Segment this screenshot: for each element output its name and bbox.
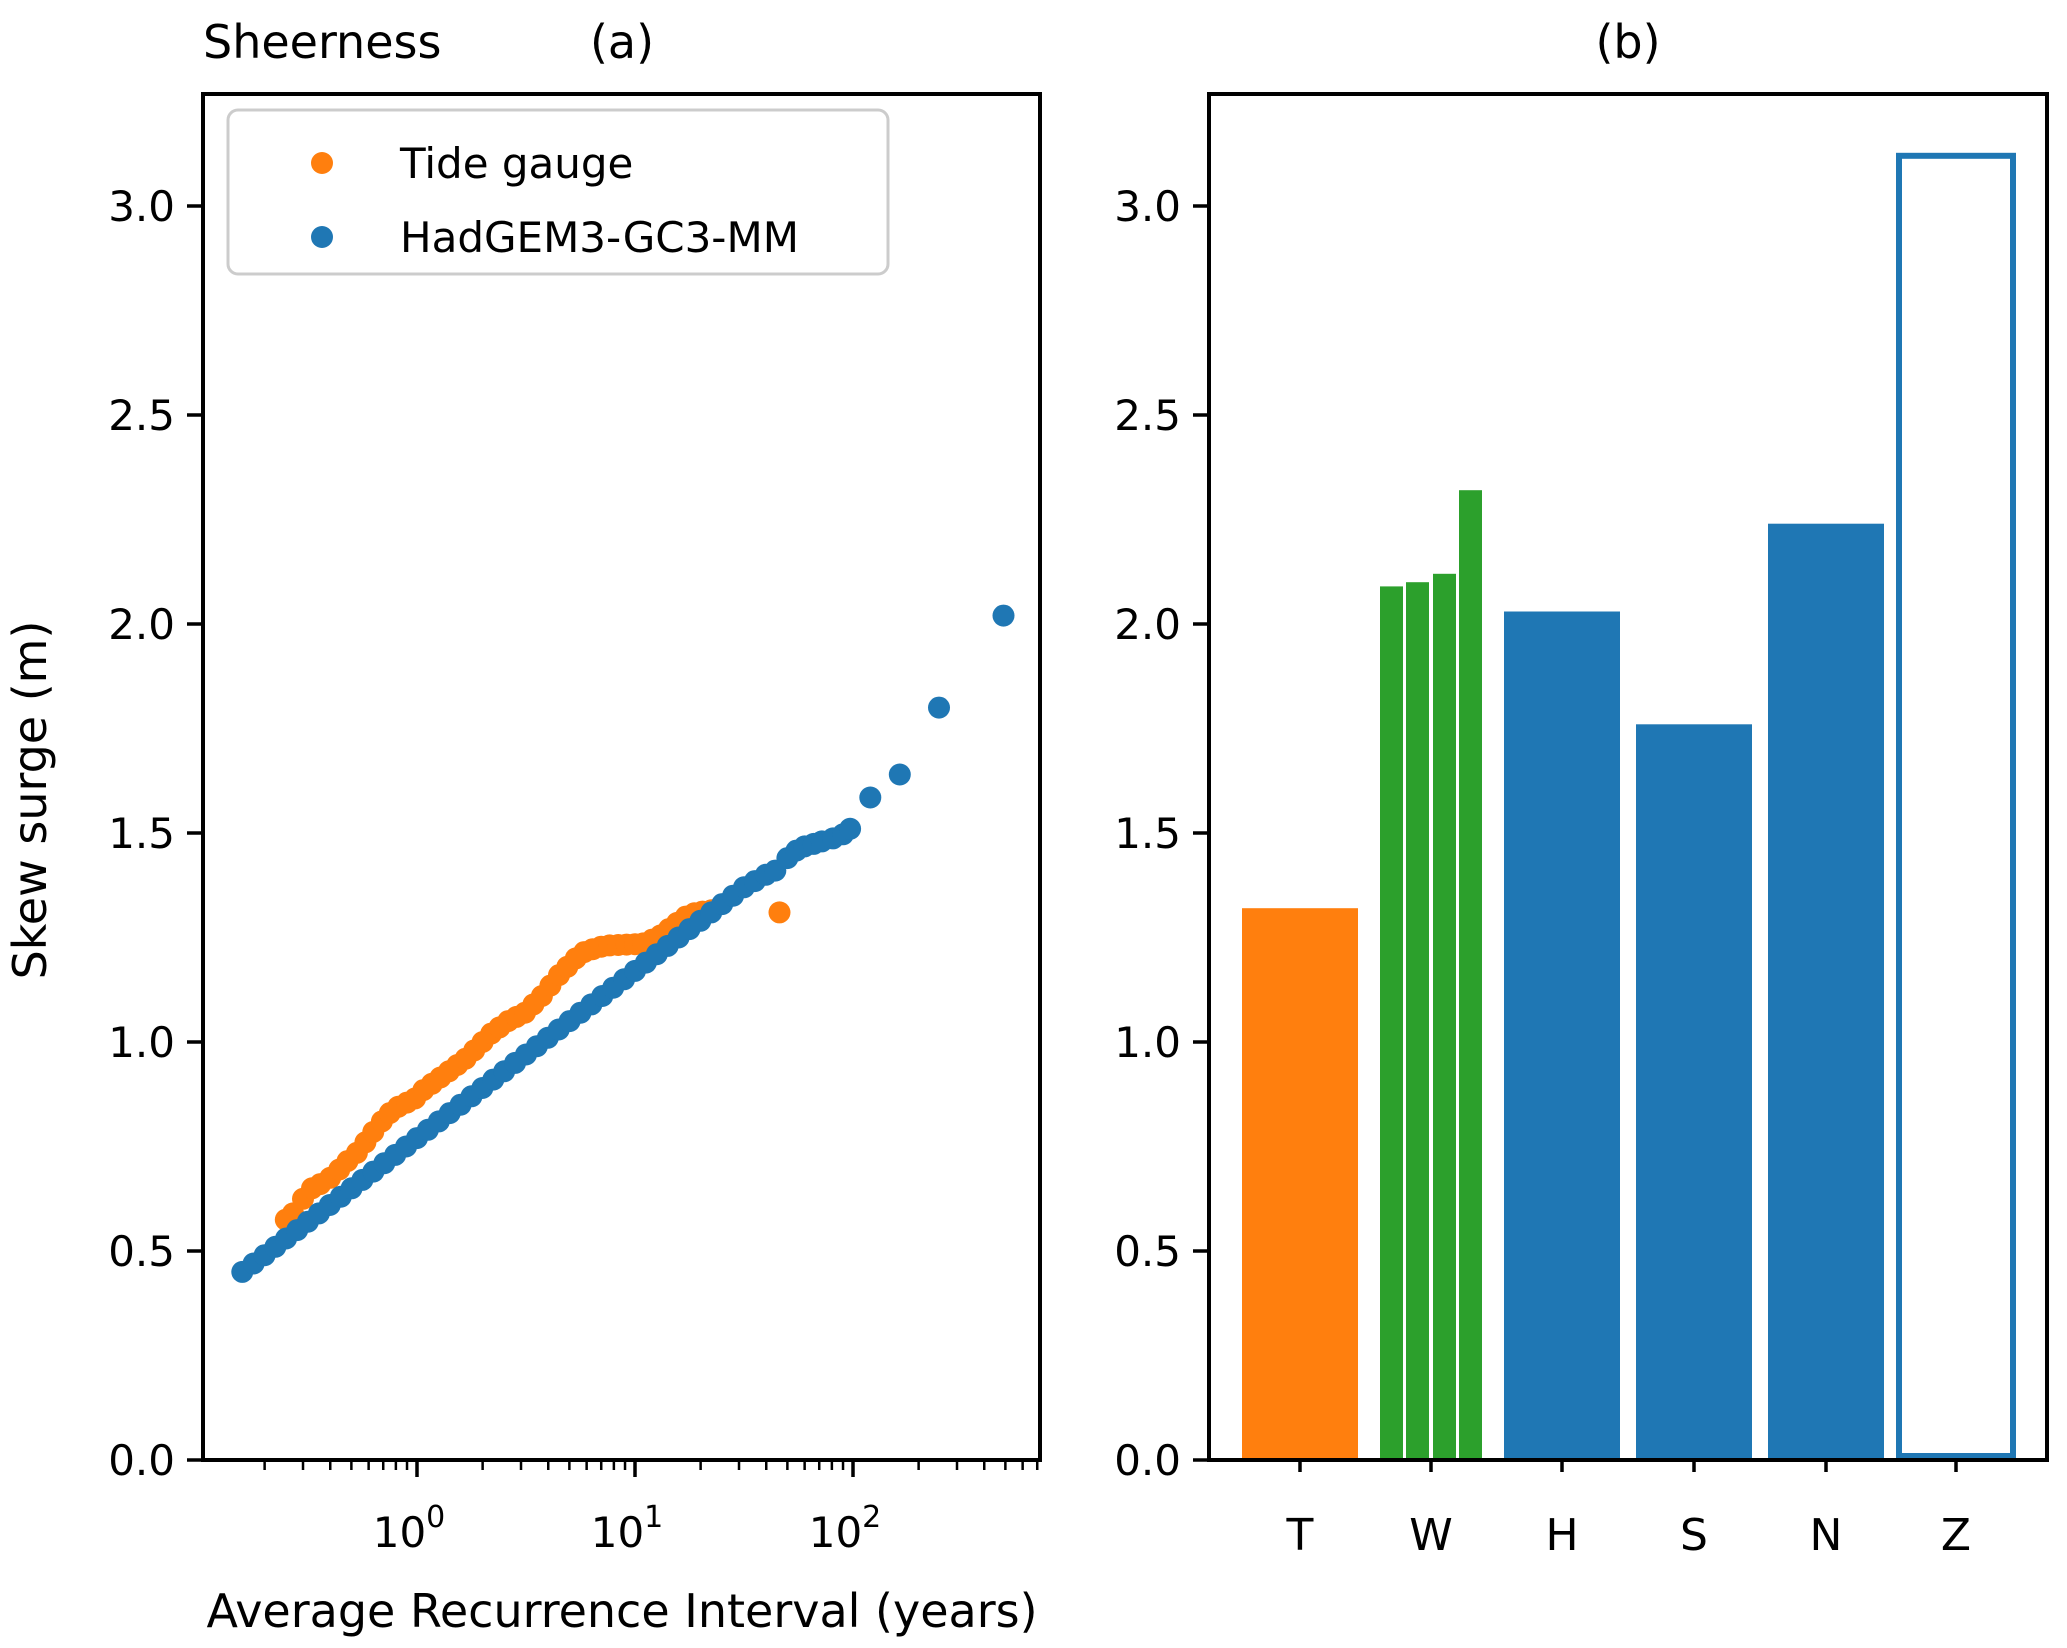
bar-S [1636, 724, 1752, 1460]
bar-W-2 [1406, 582, 1429, 1460]
y-tick-label: 2.5 [108, 391, 175, 440]
panel-b-tick-labels: 0.0 0.5 1.0 1.5 2.0 2.5 3.0 T W H S N Z [1114, 182, 1971, 1561]
y-tick-label: 2.0 [108, 600, 175, 649]
y-tick-label: 2.5 [1114, 391, 1181, 440]
bar-N [1768, 523, 1884, 1460]
panel-a-frame [201, 92, 1042, 1462]
legend-box [226, 108, 890, 276]
y-tick-label: 0.0 [1114, 1436, 1181, 1485]
bar-W-4 [1459, 490, 1482, 1460]
y-tick-label: 0.5 [108, 1227, 175, 1276]
panel-a: 0.0 0.5 1.0 1.5 2.0 2.5 3.0 100 101 102 Sheerness… [3, 15, 1042, 1638]
x-tick-label: 101 [591, 1500, 664, 1557]
x-category-label: H [1545, 1510, 1578, 1561]
y-tick-label: 1.0 [1114, 1018, 1181, 1067]
y-tick-label: 2.0 [1114, 600, 1181, 649]
scatter-point-tide-gauge [768, 901, 791, 924]
y-tick-label: 0.0 [108, 1436, 175, 1485]
panel-a-ticks [187, 204, 1039, 1477]
y-tick-label: 1.5 [108, 809, 175, 858]
panel-b: 0.0 0.5 1.0 1.5 2.0 2.5 3.0 T W H S N Z (b) [1114, 15, 2049, 1561]
x-tick-label: 102 [809, 1500, 882, 1557]
x-category-label: T [1286, 1510, 1314, 1561]
panel-b-ticks [1193, 204, 1958, 1472]
scatter-plot-area [231, 604, 1015, 1283]
bar-Z-outline [1896, 152, 2016, 1459]
scatter-point-hadgem3-gc3-mm [928, 696, 950, 719]
y-tick-label: 1.5 [1114, 809, 1181, 858]
y-tick-label: 0.5 [1114, 1227, 1181, 1276]
scatter-point-hadgem3-gc3-mm [992, 604, 1015, 627]
y-tick-label: 3.0 [1114, 182, 1181, 231]
y-axis-label: Skew surge (m) [3, 621, 57, 980]
bar-H [1504, 611, 1620, 1460]
bar-W-3 [1433, 573, 1456, 1460]
panel-b-frame [1207, 92, 2049, 1462]
y-tick-label: 1.0 [108, 1018, 175, 1067]
x-tick-label: 100 [373, 1500, 446, 1557]
legend-label-hadgem3: HadGEM3-GC3-MM [400, 213, 799, 262]
panel-a-title-left: Sheerness [203, 15, 441, 69]
scatter-point-hadgem3-gc3-mm [839, 817, 862, 840]
legend: Tide gauge HadGEM3-GC3-MM [226, 108, 890, 276]
x-category-label: Z [1941, 1510, 1971, 1561]
legend-marker-hadgem3 [311, 226, 333, 248]
x-category-label: W [1409, 1510, 1453, 1561]
y-tick-label: 3.0 [108, 182, 175, 231]
scatter-point-hadgem3-gc3-mm [888, 763, 911, 786]
bar-T [1242, 908, 1358, 1460]
scatter-point-hadgem3-gc3-mm [859, 786, 882, 809]
bar-W-1 [1380, 586, 1403, 1460]
legend-label-tide-gauge: Tide gauge [399, 139, 633, 188]
x-category-label: N [1810, 1510, 1843, 1561]
bar-plot-area [1242, 152, 2016, 1460]
x-axis-label: Average Recurrence Interval (years) [206, 1584, 1037, 1638]
panel-b-title: (b) [1595, 15, 1660, 69]
panel-a-title: (a) [590, 15, 654, 69]
x-category-label: S [1680, 1510, 1708, 1561]
legend-marker-tide-gauge [311, 152, 333, 174]
